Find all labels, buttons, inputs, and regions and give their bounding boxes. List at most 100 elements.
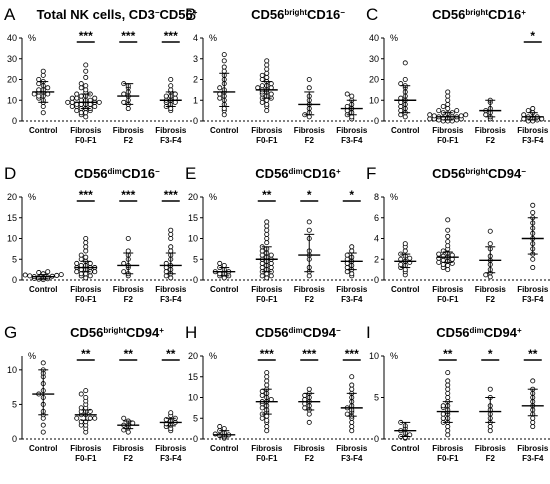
x-label: F0-F1 [75, 295, 97, 304]
data-point [36, 93, 42, 99]
sig-stars: ** [262, 188, 272, 202]
data-point [83, 235, 89, 241]
y-tick-label: 15 [188, 213, 198, 223]
data-point [402, 114, 408, 120]
data-point [259, 248, 265, 254]
title-part: + [336, 167, 341, 176]
x-label: Fibrosis [432, 285, 464, 294]
data-point [445, 227, 451, 233]
x-label: Fibrosis [475, 126, 507, 135]
unit-label: % [390, 351, 398, 361]
title-part: CD56 [70, 325, 103, 340]
data-point [445, 106, 451, 112]
x-label: F2 [305, 295, 315, 304]
x-label: Fibrosis [475, 444, 507, 453]
title-part: CD56 [432, 166, 465, 181]
sig-stars: ** [166, 347, 176, 361]
data-point [530, 210, 536, 216]
data-point [168, 77, 174, 83]
x-label: F2 [486, 136, 496, 145]
x-label: Fibrosis [155, 444, 187, 453]
data-point [306, 411, 312, 417]
data-point [92, 103, 98, 109]
title-part: bright [465, 167, 488, 176]
sig-stars: *** [79, 188, 93, 202]
sig-stars: *** [79, 29, 93, 43]
data-point [463, 112, 469, 118]
data-point [530, 202, 536, 208]
x-label: F3-F4 [341, 454, 363, 463]
panel-letter: F [366, 164, 376, 183]
data-point [78, 110, 84, 116]
panel-title: CD56brightCD94− [432, 166, 526, 181]
data-point [83, 271, 89, 277]
data-point [40, 68, 46, 74]
title-part: CD94 [488, 166, 522, 181]
y-tick-label: 0 [193, 116, 198, 126]
data-point [87, 260, 93, 266]
title-part: − [155, 8, 160, 17]
title-part: bright [465, 8, 488, 17]
data-point [445, 101, 451, 107]
y-tick-label: 8 [374, 192, 379, 202]
x-label: Fibrosis [113, 444, 145, 453]
x-label: Control [391, 285, 419, 294]
data-point [268, 273, 274, 279]
title-part: CD16 [488, 7, 521, 22]
unit-label: % [390, 192, 398, 202]
data-point [306, 85, 312, 91]
y-tick-label: 20 [369, 75, 379, 85]
data-point [259, 265, 265, 271]
data-point [83, 254, 89, 260]
x-label: F3-F4 [341, 136, 363, 145]
x-label: F2 [124, 454, 134, 463]
data-point [302, 405, 308, 411]
data-point [427, 116, 433, 122]
data-point [344, 91, 350, 97]
data-point [264, 58, 270, 64]
title-part: dim [289, 326, 303, 335]
group-0: Control [210, 52, 238, 135]
data-point [398, 103, 404, 109]
data-point [445, 370, 451, 376]
x-label: F2 [124, 136, 134, 145]
sig-stars: *** [164, 188, 178, 202]
data-point [168, 106, 174, 112]
title-part: CD56 [255, 166, 288, 181]
data-point [264, 275, 270, 281]
data-point [402, 248, 408, 254]
x-label: Fibrosis [432, 444, 464, 453]
data-point [40, 110, 46, 116]
data-point [440, 103, 446, 109]
y-tick-label: 15 [7, 213, 17, 223]
data-point [349, 419, 355, 425]
x-label: Fibrosis [251, 285, 283, 294]
data-point [83, 240, 89, 246]
data-point [398, 81, 404, 87]
panel-title: CD56dimCD16− [74, 166, 160, 181]
data-point [268, 252, 274, 258]
data-point [306, 227, 312, 233]
y-tick-label: 0 [12, 116, 17, 126]
data-point [259, 99, 265, 105]
y-tick-label: 0 [193, 434, 198, 444]
data-point [168, 248, 174, 254]
data-point [264, 428, 270, 434]
panel-a: A Total NK cells, CD3−CD56+%010203040Cont… [4, 5, 198, 145]
x-label: Control [29, 285, 57, 294]
group-0: Control [22, 269, 64, 294]
data-point [87, 415, 93, 421]
data-point [83, 248, 89, 254]
data-point [306, 386, 312, 392]
title-part: CD94 [484, 325, 518, 340]
x-label: Fibrosis [517, 126, 549, 135]
x-label: Fibrosis [251, 444, 283, 453]
data-point [54, 272, 60, 278]
